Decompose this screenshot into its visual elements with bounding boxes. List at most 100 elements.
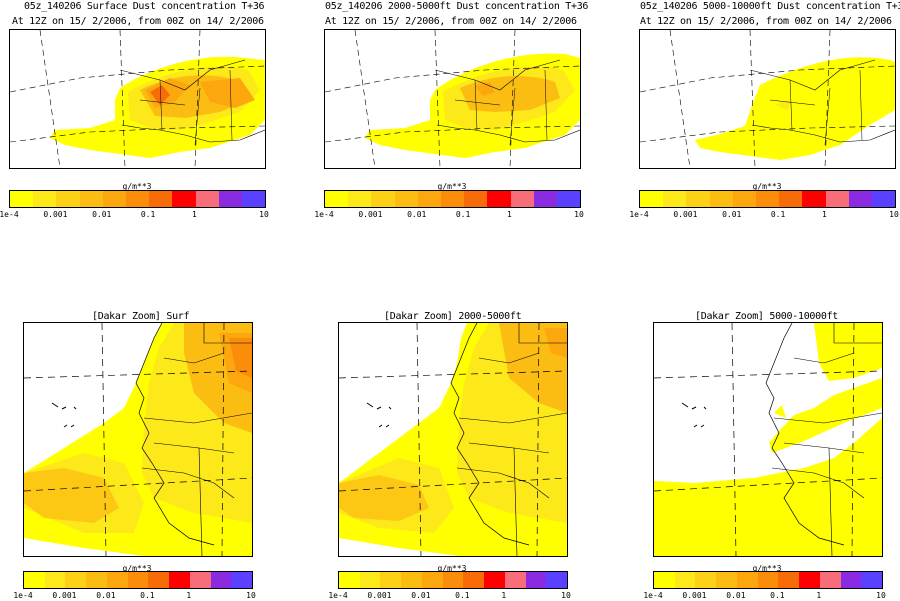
- colorbar-swatch: [65, 572, 87, 588]
- colorbar-swatch: [732, 191, 756, 207]
- colorbar-swatch: [871, 191, 896, 207]
- colorbar-swatch: [371, 191, 395, 207]
- colorbar-tick-label: 10: [259, 210, 269, 219]
- colorbar-swatch: [172, 191, 196, 207]
- colorbar-swatch: [218, 191, 242, 207]
- bottom-panel-3-map: [653, 322, 883, 557]
- colorbar-swatch: [779, 191, 803, 207]
- colorbar-swatch: [848, 191, 872, 207]
- top-colorbar-3-unit: g/m**3: [752, 182, 782, 191]
- colorbar-swatch: [56, 191, 80, 207]
- colorbar-swatch: [44, 572, 66, 588]
- colorbar-tick-label: 1: [507, 210, 512, 219]
- top-panel-1-subtitle: At 12Z on 15/ 2/2006, from 00Z on 14/ 2/…: [12, 16, 264, 27]
- colorbar-tick-label: 0.001: [52, 591, 77, 600]
- colorbar-swatch: [546, 572, 568, 588]
- top-colorbar-1-unit: g/m**3: [122, 182, 152, 191]
- top-colorbar-2: [324, 190, 581, 208]
- colorbar-swatch: [79, 191, 103, 207]
- colorbar-tick-label: 10: [889, 210, 899, 219]
- colorbar-tick-label: 0.1: [140, 210, 156, 219]
- bottom-colorbar-1: [23, 571, 253, 589]
- colorbar-swatch: [394, 191, 418, 207]
- colorbar-tick-label: 1: [501, 591, 507, 600]
- colorbar-tick-label: 1e-4: [314, 210, 334, 219]
- colorbar-swatch: [195, 191, 219, 207]
- colorbar-swatch: [736, 572, 758, 588]
- colorbar-swatch: [686, 191, 710, 207]
- colorbar-tick-label: 1: [816, 591, 822, 600]
- colorbar-tick-label: 0.01: [411, 591, 431, 600]
- colorbar-swatch: [401, 572, 422, 588]
- colorbar-swatch: [169, 572, 190, 588]
- colorbar-tick-label: 0.001: [682, 591, 707, 600]
- colorbar-swatch: [348, 191, 372, 207]
- colorbar-tick-label: 0.01: [726, 591, 746, 600]
- colorbar-swatch: [799, 572, 820, 588]
- colorbar-swatch: [102, 191, 126, 207]
- colorbar-tick-label: 0.01: [92, 210, 112, 219]
- colorbar-swatch: [339, 572, 360, 588]
- colorbar-swatch: [33, 191, 57, 207]
- colorbar-swatch: [210, 572, 232, 588]
- colorbar-tick-label: 0.001: [367, 591, 392, 600]
- top-colorbar-3: [639, 190, 896, 208]
- colorbar-tick-label: 10: [876, 591, 886, 600]
- top-panel-1-title: 05z_140206 Surface Dust concentration T+…: [24, 1, 265, 12]
- bottom-colorbar-2-unit: g/m**3: [437, 564, 467, 573]
- top-colorbar-2-unit: g/m**3: [437, 182, 467, 191]
- colorbar-tick-label: 10: [561, 591, 571, 600]
- colorbar-tick-label: 1e-4: [328, 591, 348, 600]
- colorbar-swatch: [840, 572, 862, 588]
- colorbar-swatch: [778, 572, 800, 588]
- bottom-colorbar-1-unit: g/m**3: [122, 564, 152, 573]
- colorbar-swatch: [231, 572, 253, 588]
- colorbar-tick-label: 0.001: [358, 210, 383, 219]
- colorbar-tick-label: 0.01: [96, 591, 116, 600]
- colorbar-swatch: [654, 572, 675, 588]
- colorbar-swatch: [359, 572, 381, 588]
- colorbar-tick-label: 0.1: [140, 591, 155, 600]
- colorbar-swatch: [716, 572, 737, 588]
- top-panel-3-map: [639, 29, 896, 169]
- colorbar-swatch: [464, 191, 488, 207]
- bottom-panel-1-map: [23, 322, 253, 557]
- colorbar-swatch: [819, 572, 841, 588]
- colorbar-swatch: [10, 191, 34, 207]
- colorbar-swatch: [663, 191, 687, 207]
- bottom-panel-1-title: [Dakar Zoom] Surf: [92, 311, 190, 322]
- colorbar-swatch: [510, 191, 534, 207]
- colorbar-tick-label: 10: [574, 210, 584, 219]
- colorbar-swatch: [421, 572, 443, 588]
- colorbar-tick-label: 1: [186, 591, 192, 600]
- colorbar-swatch: [24, 572, 45, 588]
- colorbar-swatch: [417, 191, 441, 207]
- top-colorbar-1: [9, 190, 266, 208]
- colorbar-swatch: [861, 572, 883, 588]
- colorbar-swatch: [149, 191, 173, 207]
- colorbar-tick-label: 0.01: [722, 210, 742, 219]
- colorbar-swatch: [380, 572, 402, 588]
- colorbar-tick-label: 0.01: [407, 210, 427, 219]
- colorbar-swatch: [127, 572, 149, 588]
- colorbar-swatch: [189, 572, 211, 588]
- top-panel-3-title: 05z_140206 5000-10000ft Dust concentrati…: [640, 1, 900, 12]
- colorbar-tick-label: 1e-4: [643, 591, 663, 600]
- colorbar-swatch: [487, 191, 511, 207]
- colorbar-tick-label: 1e-4: [13, 591, 33, 600]
- colorbar-tick-label: 1: [822, 210, 827, 219]
- colorbar-tick-label: 0.001: [43, 210, 68, 219]
- colorbar-tick-label: 0.1: [455, 591, 470, 600]
- colorbar-tick-label: 0.1: [770, 210, 786, 219]
- colorbar-swatch: [484, 572, 505, 588]
- colorbar-swatch: [709, 191, 733, 207]
- colorbar-swatch: [825, 191, 849, 207]
- top-panel-3-subtitle: At 12Z on 15/ 2/2006, from 00Z on 14/ 2/…: [640, 16, 892, 27]
- colorbar-swatch: [241, 191, 266, 207]
- bottom-colorbar-2: [338, 571, 568, 589]
- colorbar-swatch: [640, 191, 664, 207]
- colorbar-swatch: [755, 191, 780, 207]
- bottom-colorbar-3: [653, 571, 883, 589]
- colorbar-swatch: [440, 191, 465, 207]
- colorbar-swatch: [504, 572, 526, 588]
